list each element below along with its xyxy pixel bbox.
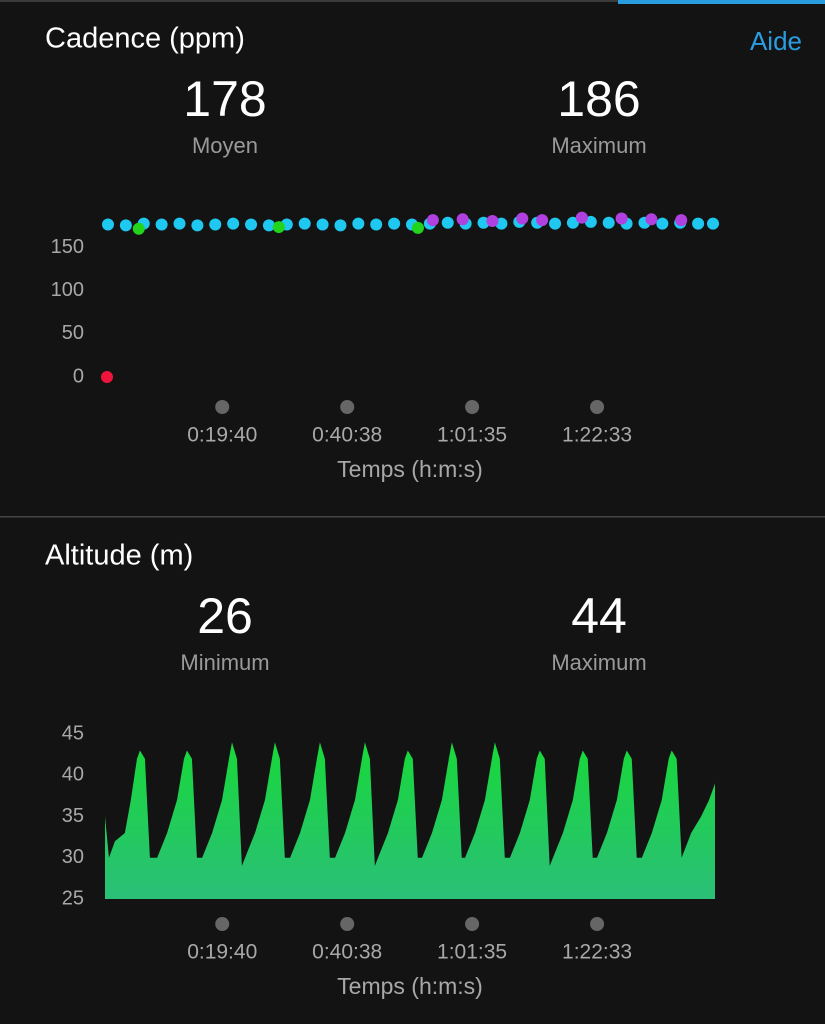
chart-title: Altitude (m): [45, 540, 193, 572]
cadence-point: [477, 216, 490, 229]
x-tick-label: 0:40:38: [312, 941, 382, 964]
cadence-point: [209, 218, 222, 231]
x-tick-mark: [215, 917, 230, 931]
stat-value: 44: [571, 588, 627, 644]
cadence-point: [575, 211, 588, 224]
cadence-point: [262, 219, 275, 232]
cadence-point: [119, 219, 132, 232]
top-bar: [0, 0, 825, 2]
x-tick-mark: [465, 400, 480, 414]
x-axis-label: Temps (h:m:s): [337, 456, 483, 482]
chart-title: Cadence (ppm): [45, 23, 245, 55]
cadence-point: [426, 214, 439, 227]
x-tick-mark: [340, 917, 355, 931]
cadence-point: [707, 217, 720, 230]
cadence-point: [675, 214, 688, 227]
cadence-point: [411, 221, 424, 234]
x-tick-mark: [215, 400, 230, 414]
cadence-point: [298, 217, 311, 230]
altitude-area: [105, 742, 715, 899]
x-tick-label: 0:40:38: [312, 424, 382, 447]
cadence-point: [456, 213, 469, 226]
cadence-point: [272, 221, 285, 234]
cadence-point: [334, 219, 347, 232]
y-tick-label: 150: [51, 236, 84, 258]
cadence-point: [101, 218, 114, 231]
tab-indicator: [618, 0, 825, 4]
stat-value: 178: [183, 71, 266, 127]
cadence-point: [191, 219, 204, 232]
cadence-point: [645, 213, 658, 226]
cadence-point: [516, 212, 529, 225]
y-tick-label: 40: [62, 764, 84, 786]
divider: [0, 516, 825, 518]
cadence-point: [602, 216, 615, 229]
cadence-point: [549, 217, 562, 230]
cadence-point: [227, 217, 240, 230]
x-tick-label: 1:22:33: [562, 941, 632, 964]
cadence-point: [692, 217, 705, 230]
cadence-point: [155, 218, 168, 231]
x-tick-mark: [465, 917, 480, 931]
y-tick-label: 50: [62, 322, 84, 344]
cadence-point: [615, 212, 628, 225]
cadence-point: [584, 215, 597, 228]
x-tick-label: 1:01:35: [437, 941, 507, 964]
stat-label: Maximum: [551, 650, 646, 675]
help-link[interactable]: Aide: [750, 26, 802, 56]
cadence-point: [388, 217, 401, 230]
cadence-point: [486, 215, 499, 228]
x-tick-mark: [590, 917, 605, 931]
stat-label: Minimum: [180, 650, 269, 675]
cadence-point: [656, 217, 669, 230]
cadence-point: [100, 371, 113, 383]
stat-label: Moyen: [192, 133, 258, 158]
cadence-point: [173, 217, 186, 230]
cadence-point: [441, 216, 454, 229]
x-tick-label: 1:01:35: [437, 424, 507, 447]
x-tick-label: 0:19:40: [187, 424, 257, 447]
cadence-point: [566, 216, 579, 229]
cadence-point: [536, 214, 549, 227]
cadence-point: [352, 217, 365, 230]
y-tick-label: 45: [62, 722, 84, 744]
cadence-point: [370, 218, 383, 231]
cadence-point: [132, 222, 145, 235]
cadence-point: [245, 218, 258, 231]
stat-value: 26: [197, 588, 253, 644]
x-tick-mark: [340, 400, 355, 414]
y-tick-label: 0: [73, 365, 84, 387]
y-tick-label: 30: [62, 846, 84, 868]
y-tick-label: 100: [51, 279, 84, 301]
stat-value: 186: [557, 71, 640, 127]
stat-label: Maximum: [551, 133, 646, 158]
x-tick-label: 0:19:40: [187, 941, 257, 964]
x-tick-label: 1:22:33: [562, 424, 632, 447]
x-tick-mark: [590, 400, 605, 414]
cadence-point: [316, 218, 329, 231]
x-axis-label: Temps (h:m:s): [337, 973, 483, 999]
y-tick-label: 25: [62, 887, 84, 909]
y-tick-label: 35: [62, 805, 84, 827]
